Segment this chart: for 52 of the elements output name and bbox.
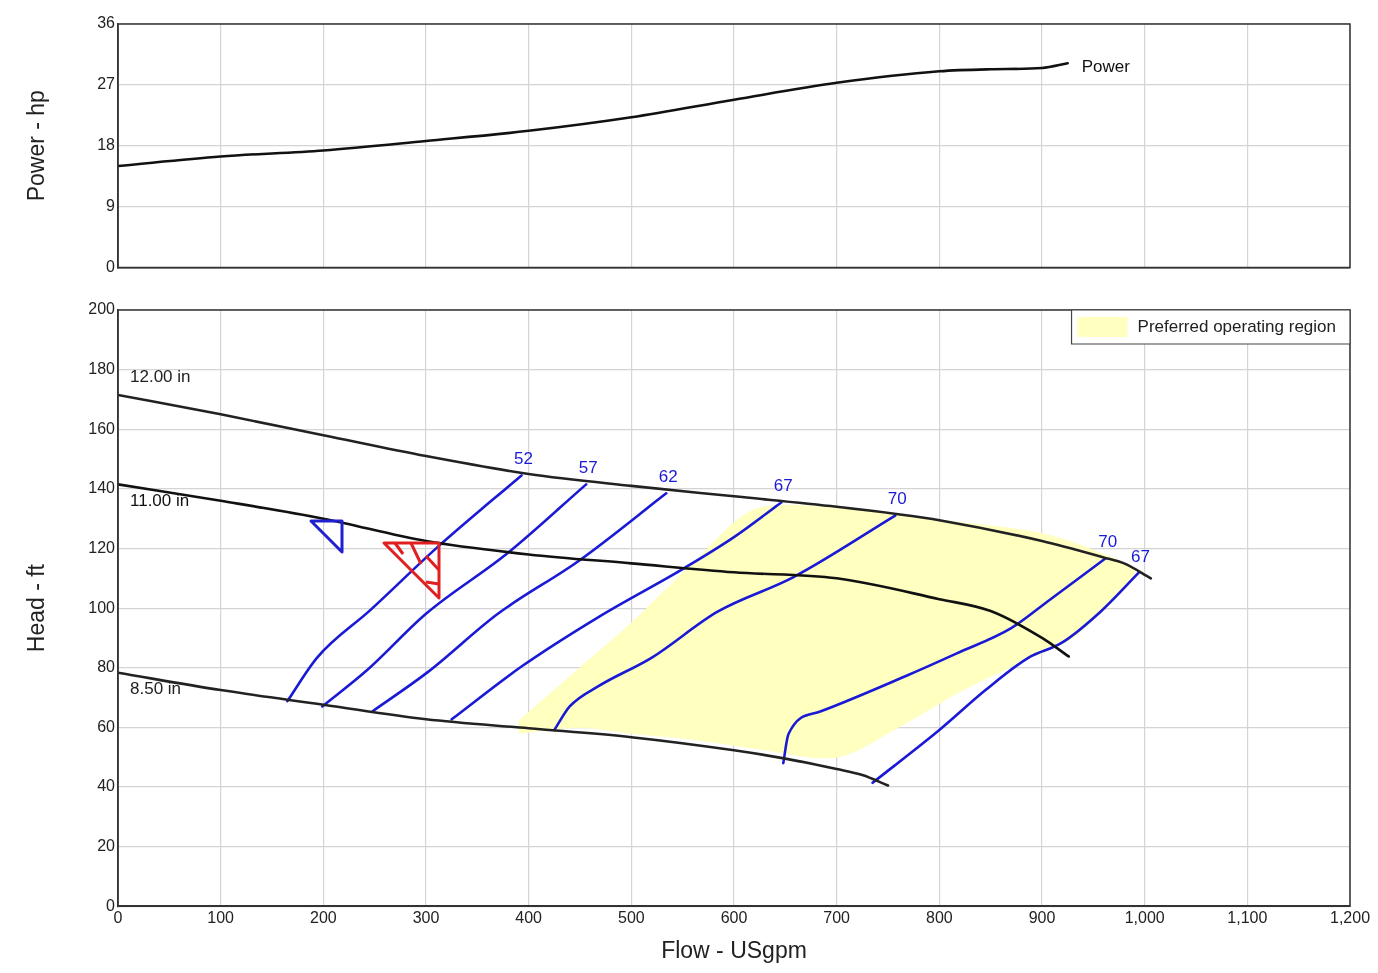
- x-tick-label: 900: [1028, 909, 1056, 927]
- y-tick-label: 9: [106, 196, 116, 214]
- line-series: [371, 492, 668, 713]
- y-tick-label: 120: [88, 538, 116, 556]
- series-label: Power: [1081, 56, 1131, 76]
- y-axis-title: Power - hp: [23, 90, 50, 202]
- y-tick-label: 20: [97, 836, 116, 854]
- series-label: 11.00 in: [130, 491, 190, 511]
- line-series: [781, 557, 1107, 765]
- y-tick-label: 18: [97, 136, 116, 154]
- line-series: [118, 61, 1069, 168]
- y-tick-label: 60: [97, 717, 116, 735]
- series-label: 57: [578, 458, 598, 478]
- y-tick-label: 80: [97, 658, 116, 676]
- line-series: [118, 671, 890, 787]
- x-tick-label: 300: [412, 909, 440, 927]
- y-tick-label: 36: [97, 14, 116, 32]
- line-series: [118, 393, 1153, 580]
- y-tick-label: 200: [88, 300, 116, 318]
- x-tick-label: 700: [823, 909, 851, 927]
- x-tick-label: 1,200: [1329, 909, 1371, 927]
- x-tick-label: 500: [617, 909, 645, 927]
- legend-label: Preferred operating region: [1137, 316, 1337, 336]
- x-tick-label: 600: [720, 909, 748, 927]
- series-label: 12.00 in: [130, 366, 191, 386]
- x-tick-label: 400: [515, 909, 543, 927]
- y-tick-label: 40: [97, 777, 116, 795]
- x-axis-title: Flow - USgpm: [661, 936, 807, 963]
- line-series: [871, 571, 1140, 785]
- y-tick-label: 27: [97, 75, 116, 93]
- y-tick-label: 160: [88, 419, 116, 437]
- y-tick-label: 140: [88, 479, 116, 497]
- series-label: 70: [887, 489, 907, 509]
- x-tick-label: 200: [309, 909, 337, 927]
- x-tick-label: 800: [925, 909, 953, 927]
- y-tick-label: 100: [88, 598, 116, 616]
- line-series: [286, 474, 523, 703]
- x-tick-label: 1,100: [1227, 909, 1268, 927]
- y-tick-label: 180: [88, 360, 116, 378]
- line-series: [553, 514, 897, 732]
- line-series: [321, 483, 588, 708]
- line-series: [450, 501, 783, 721]
- y-tick-label: 0: [106, 257, 116, 275]
- x-tick-label: 1,000: [1124, 909, 1165, 927]
- series-label: 70: [1098, 532, 1118, 551]
- x-tick-label: 100: [207, 909, 235, 927]
- series-label: 67: [773, 476, 793, 496]
- series-label: 67: [1131, 546, 1150, 566]
- series-label: 52: [514, 449, 533, 469]
- series-label: 62: [658, 467, 678, 487]
- y-axis-title: Head - ft: [23, 563, 50, 653]
- series-label: 8.50 in: [130, 679, 182, 699]
